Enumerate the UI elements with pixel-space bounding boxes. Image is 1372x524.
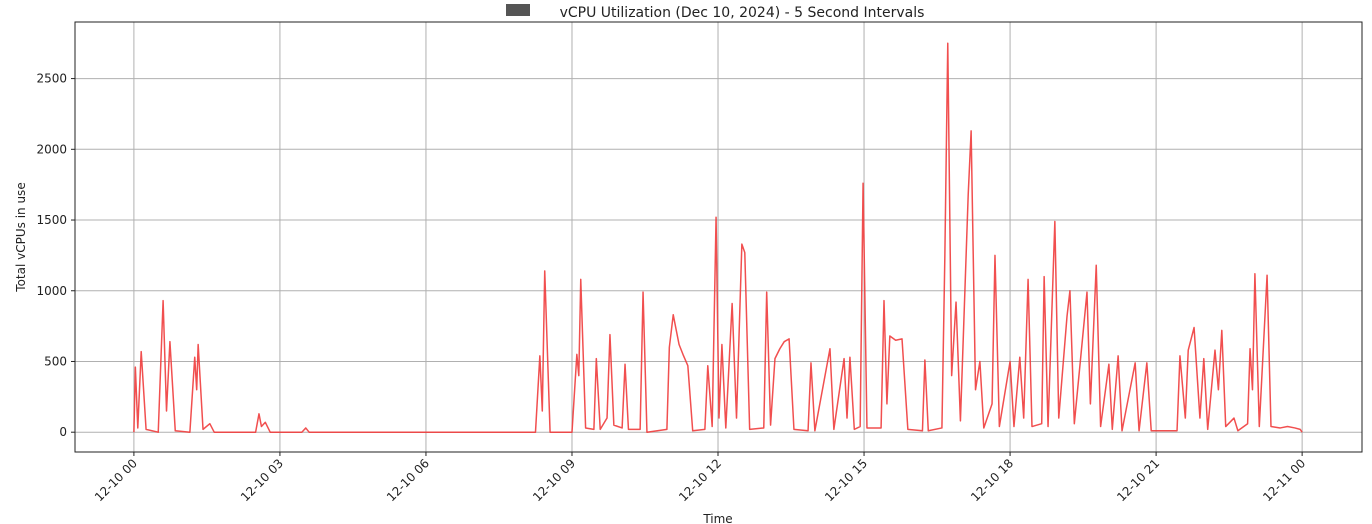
- y-tick-label: 1500: [36, 213, 67, 227]
- series-line: [133, 42, 1303, 433]
- y-axis-label: Total vCPUs in use: [14, 182, 28, 292]
- y-tick-label: 1000: [36, 284, 67, 298]
- plot-frame: [74, 21, 1363, 453]
- y-tick-label: 2500: [36, 72, 67, 86]
- x-axis-label: Time: [702, 512, 732, 524]
- y-tick-label: 2000: [36, 142, 67, 156]
- y-tick-label: 0: [59, 425, 67, 439]
- y-tick-label: 500: [44, 354, 67, 368]
- chart-title: vCPU Utilization (Dec 10, 2024) - 5 Seco…: [560, 5, 925, 21]
- redacted-mark: [506, 4, 530, 16]
